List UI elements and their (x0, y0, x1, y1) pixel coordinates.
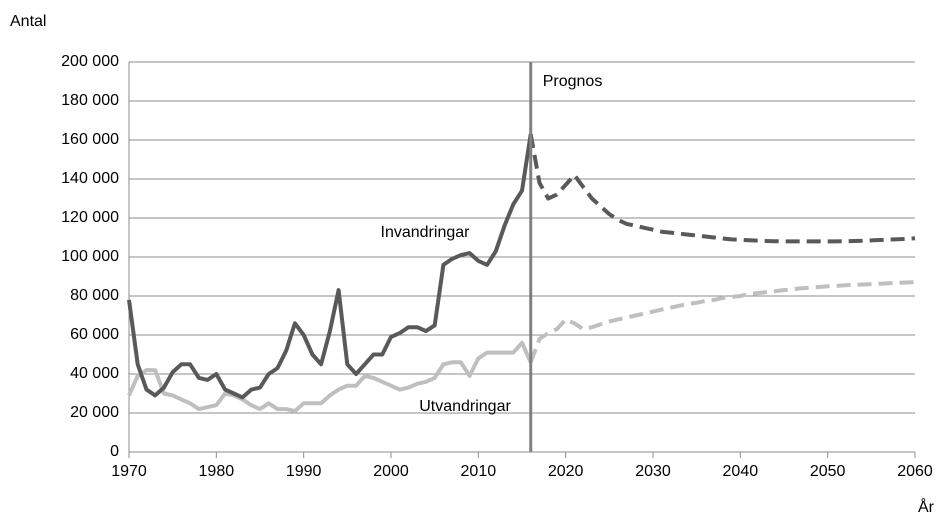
y-tick-label: 20 000 (70, 404, 119, 421)
y-tick-label: 120 000 (61, 209, 119, 226)
series-label: Utvandringar (419, 398, 511, 415)
y-tick-label: 180 000 (61, 92, 119, 109)
x-tick-label: 2010 (461, 463, 497, 480)
forecast-line (528, 280, 916, 364)
x-axis-label: År (918, 497, 935, 516)
x-tick-label: 1980 (199, 463, 235, 480)
x-tick-label: 1970 (111, 463, 147, 480)
forecast-line (528, 133, 916, 244)
y-tick-label: 0 (110, 443, 119, 460)
x-tick-label: 1990 (286, 463, 322, 480)
series-line (127, 340, 533, 414)
x-tick-label: 2020 (548, 463, 584, 480)
y-tick-label: 100 000 (61, 248, 119, 265)
x-tick-label: 2030 (635, 463, 671, 480)
series-line (127, 133, 533, 400)
x-tick-label: 2040 (723, 463, 759, 480)
y-tick-label: 80 000 (70, 287, 119, 304)
y-tick-label: 40 000 (70, 365, 119, 382)
x-tick-label: 2050 (810, 463, 846, 480)
y-axis-label: Antal (10, 13, 46, 30)
series-label: Invandringar (381, 224, 471, 241)
annotation-label: Prognos (543, 73, 603, 90)
x-tick-label: 2000 (373, 463, 409, 480)
x-tick-label: 2060 (897, 463, 933, 480)
y-tick-label: 60 000 (70, 326, 119, 343)
y-tick-label: 200 000 (61, 53, 119, 70)
y-tick-label: 160 000 (61, 131, 119, 148)
y-tick-label: 140 000 (61, 170, 119, 187)
